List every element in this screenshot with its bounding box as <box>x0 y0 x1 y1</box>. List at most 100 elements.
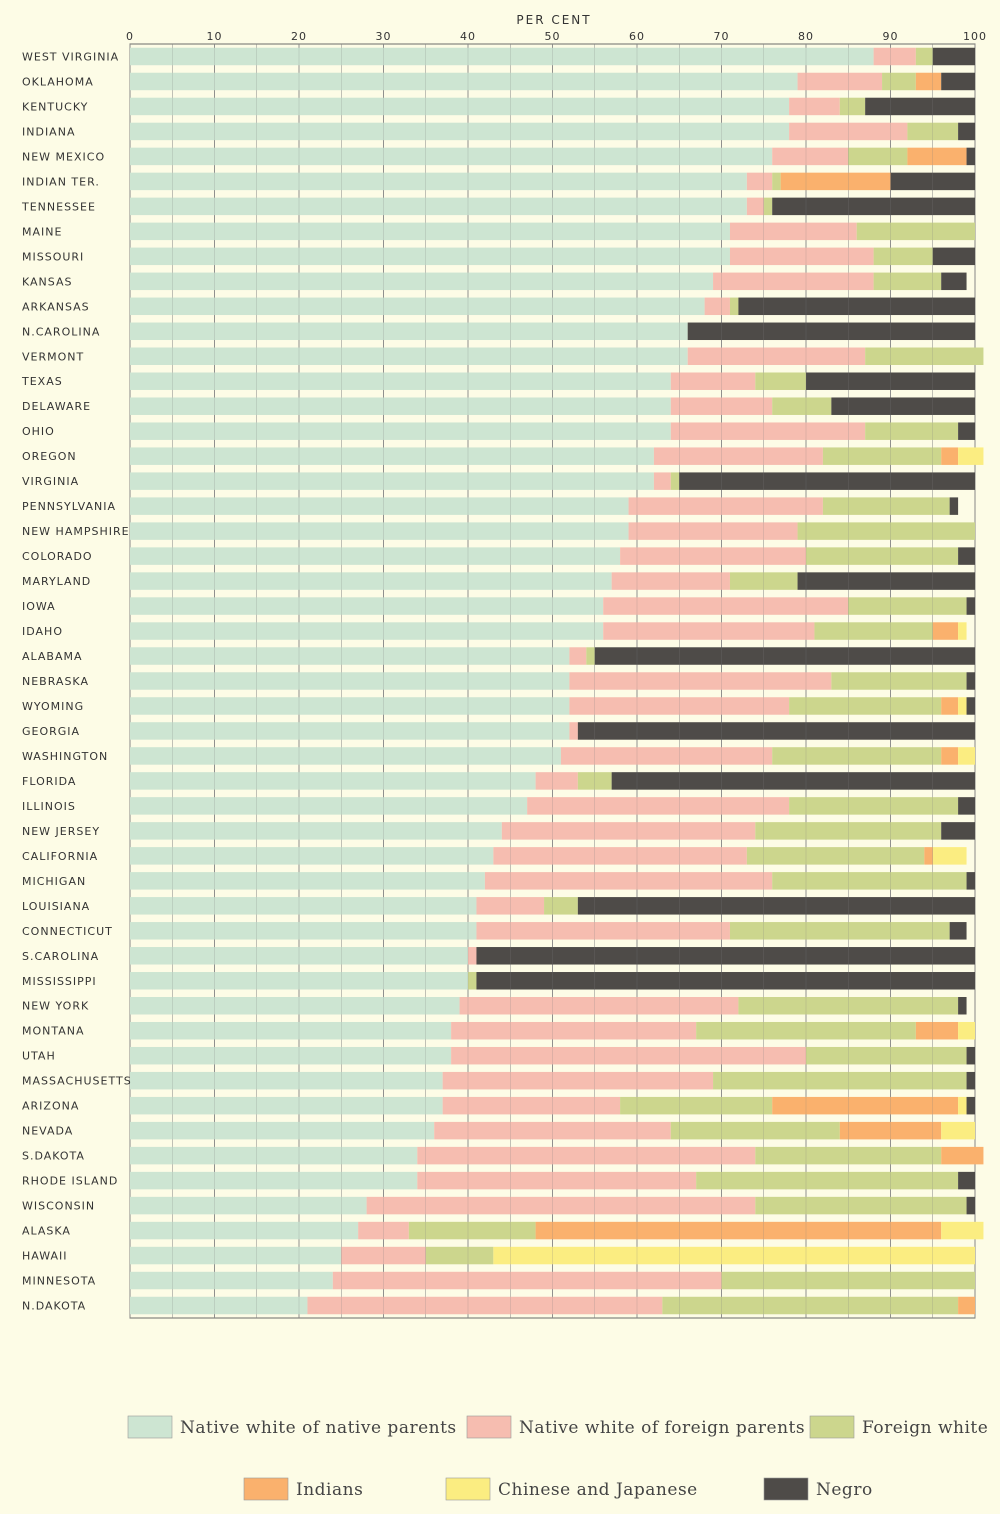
x-tick-label: 30 <box>376 30 392 43</box>
bar-segment <box>442 1071 714 1090</box>
bar-segment <box>941 447 959 465</box>
row-label: MICHIGAN <box>22 875 86 888</box>
bar-segment <box>130 647 570 665</box>
bar-segment <box>966 697 975 715</box>
bar-segment <box>417 1171 697 1190</box>
bar-segment <box>941 1121 975 1140</box>
bar-segment <box>130 397 671 415</box>
row-label: INDIAN TER. <box>22 175 100 188</box>
bar-segment <box>696 1171 959 1190</box>
bar-segment <box>130 297 705 316</box>
bar-segment <box>839 97 866 116</box>
row-label: ARIZONA <box>22 1100 79 1113</box>
legend-label: Foreign white <box>862 1418 988 1438</box>
bar-segment <box>408 1221 536 1240</box>
bar-segment <box>822 447 942 465</box>
row-label: KANSAS <box>22 275 72 288</box>
bar-segment <box>958 697 967 715</box>
bar-segment <box>662 1296 959 1315</box>
row-label: IDAHO <box>22 625 63 638</box>
bar-segment <box>729 922 950 940</box>
row-label: VERMONT <box>22 350 84 363</box>
bar-segment <box>130 597 604 615</box>
bar-segment <box>966 872 975 890</box>
bar-segment <box>865 422 959 440</box>
bar-segment <box>476 972 975 990</box>
bar-segment <box>772 172 781 191</box>
bar-segment <box>958 997 967 1015</box>
legend-swatch <box>127 1415 173 1439</box>
bar-segment <box>958 1021 975 1040</box>
row-label: CONNECTICUT <box>22 925 113 938</box>
bar-segment <box>941 72 975 91</box>
legend-label: Negro <box>816 1480 873 1500</box>
bar-segment <box>603 622 815 640</box>
bar-segment <box>130 672 570 690</box>
row-label: PENNSYLVANIA <box>22 500 116 513</box>
row-label: NEW YORK <box>22 1000 89 1013</box>
bar-segment <box>130 422 671 440</box>
bar-segment <box>451 1021 697 1040</box>
bar-segment <box>966 597 975 615</box>
bar-segment <box>949 497 959 515</box>
legend-label: Indians <box>296 1480 363 1500</box>
row-label: ARKANSAS <box>22 300 90 313</box>
bar-segment <box>941 1221 984 1240</box>
bar-segment <box>130 1121 435 1140</box>
bar-segment <box>806 1046 967 1065</box>
bar-segment <box>865 97 975 116</box>
x-tick-label: 100 <box>963 30 987 43</box>
bar-segment <box>130 747 561 765</box>
bar-segment <box>130 372 671 390</box>
bar-segment <box>941 1146 984 1165</box>
bar-segment <box>958 1096 967 1115</box>
bar-segment <box>746 172 773 191</box>
row-label: KENTUCKY <box>22 100 88 113</box>
bar-segment <box>949 922 967 940</box>
bars <box>130 44 984 1318</box>
bar-segment <box>130 797 528 815</box>
bar-segment <box>848 597 967 615</box>
bar-segment <box>628 522 798 540</box>
bar-segment <box>611 572 730 590</box>
legend-label: Chinese and Japanese <box>498 1480 698 1500</box>
bar-segment <box>130 1296 308 1315</box>
row-label: ALASKA <box>22 1225 71 1238</box>
legend-swatch <box>243 1477 289 1501</box>
row-label: LOUISIANA <box>22 900 90 913</box>
bar-segment <box>848 147 908 166</box>
bar-segment <box>493 1246 975 1265</box>
row-label: MARYLAND <box>22 575 91 588</box>
bar-segment <box>130 622 604 640</box>
bar-segment <box>484 872 773 890</box>
bar-segment <box>417 1146 756 1165</box>
bar-segment <box>130 897 477 915</box>
legend-swatch <box>466 1415 512 1439</box>
bar-segment <box>713 272 874 291</box>
bar-segment <box>958 747 975 765</box>
bar-segment <box>966 672 975 690</box>
x-tick-label: 60 <box>629 30 645 43</box>
bar-segment <box>451 1046 806 1065</box>
bar-segment <box>130 347 688 365</box>
row-label: TEXAS <box>21 375 63 388</box>
bar-segment <box>763 197 773 216</box>
bar-segment <box>459 997 739 1015</box>
row-label: WISCONSIN <box>22 1200 95 1213</box>
bar-segment <box>130 447 654 465</box>
bar-segment <box>966 1196 975 1215</box>
bar-segment <box>130 72 798 91</box>
row-label: MASSACHUSETTS <box>22 1075 132 1088</box>
x-tick-label: 0 <box>126 30 134 43</box>
bar-segment <box>915 72 942 91</box>
bar-segment <box>746 197 764 216</box>
row-label: COLORADO <box>22 550 93 563</box>
bar-segment <box>468 972 477 990</box>
row-label: NEVADA <box>22 1125 73 1138</box>
row-label: NEBRASKA <box>22 675 89 688</box>
bar-segment <box>772 397 832 415</box>
bar-segment <box>366 1196 756 1215</box>
legend-swatch <box>809 1415 855 1439</box>
